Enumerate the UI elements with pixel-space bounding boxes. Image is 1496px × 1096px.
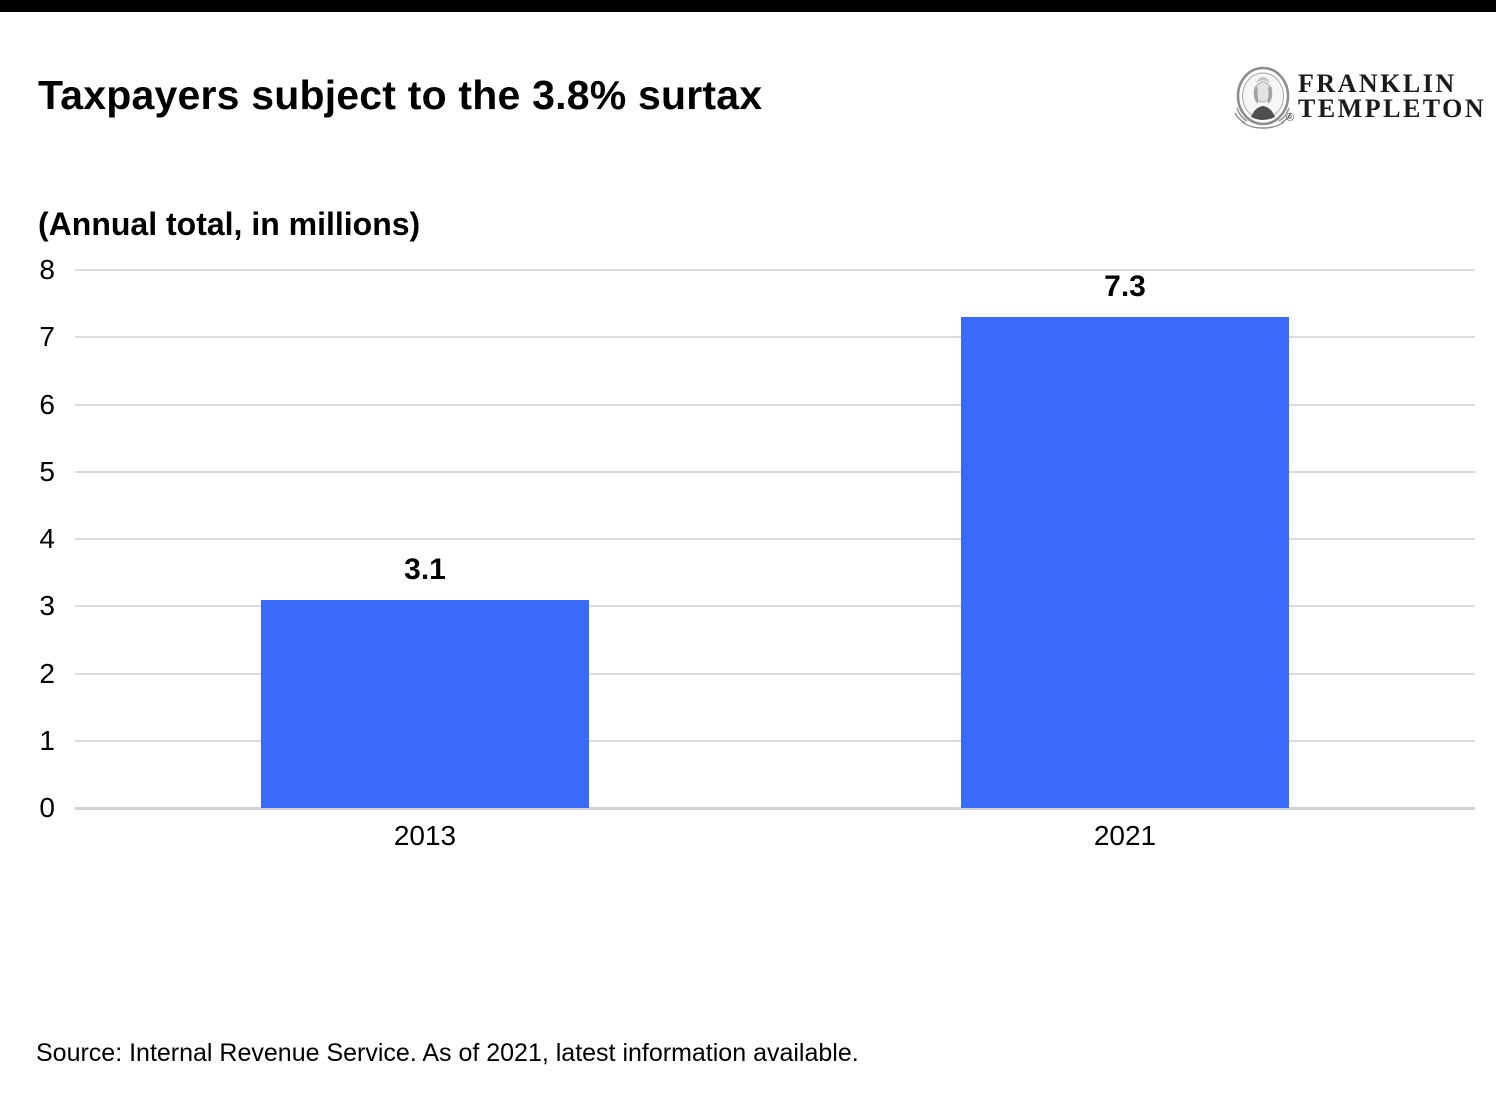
gridline-y4 <box>75 538 1475 540</box>
y-axis-tick-label: 7 <box>39 321 55 353</box>
gridline-y5 <box>75 470 1475 473</box>
logo-line-franklin: FRANKLIN <box>1298 69 1457 98</box>
logo-wordmark: FRANKLIN TEMPLETON <box>1298 69 1487 123</box>
page-title: Taxpayers subject to the 3.8% surtax <box>38 72 763 118</box>
gridline-y0 <box>75 807 1475 810</box>
gridline-y1 <box>75 739 1475 742</box>
registered-trademark: ® <box>1286 112 1295 124</box>
x-axis-tick-label: 2021 <box>1093 820 1157 851</box>
gridline-y8 <box>75 269 1475 271</box>
gridline-y3 <box>75 605 1475 608</box>
bar-2021 <box>961 317 1289 808</box>
franklin-templeton-logo: ® FRANKLIN TEMPLETON <box>1234 64 1484 132</box>
logo-line-templeton: TEMPLETON <box>1298 94 1487 123</box>
y-axis-tick-label: 4 <box>39 523 55 554</box>
gridline-y2 <box>75 672 1475 675</box>
y-axis-tick-label: 0 <box>39 792 55 823</box>
top-border-bar <box>0 0 1496 12</box>
bar-value-label: 3.1 <box>404 552 446 586</box>
y-axis-tick-label: 1 <box>39 724 55 756</box>
gridline-y7 <box>75 336 1475 339</box>
source-note: Source: Internal Revenue Service. As of … <box>36 1039 859 1067</box>
axis-unit-label: (Annual total, in millions) <box>38 206 421 242</box>
franklin-portrait-medallion-icon <box>1234 66 1292 129</box>
y-axis-tick-label: 2 <box>39 657 55 689</box>
y-axis-tick-label: 6 <box>39 388 55 420</box>
y-axis-tick-label: 5 <box>39 455 55 487</box>
y-axis-tick-label: 3 <box>39 590 55 622</box>
gridline-y6 <box>75 403 1475 406</box>
y-axis-tick-label: 8 <box>39 254 55 285</box>
x-axis-tick-label: 2013 <box>393 820 457 851</box>
bar-value-label: 7.3 <box>1104 270 1146 304</box>
bar-2013 <box>261 599 589 808</box>
